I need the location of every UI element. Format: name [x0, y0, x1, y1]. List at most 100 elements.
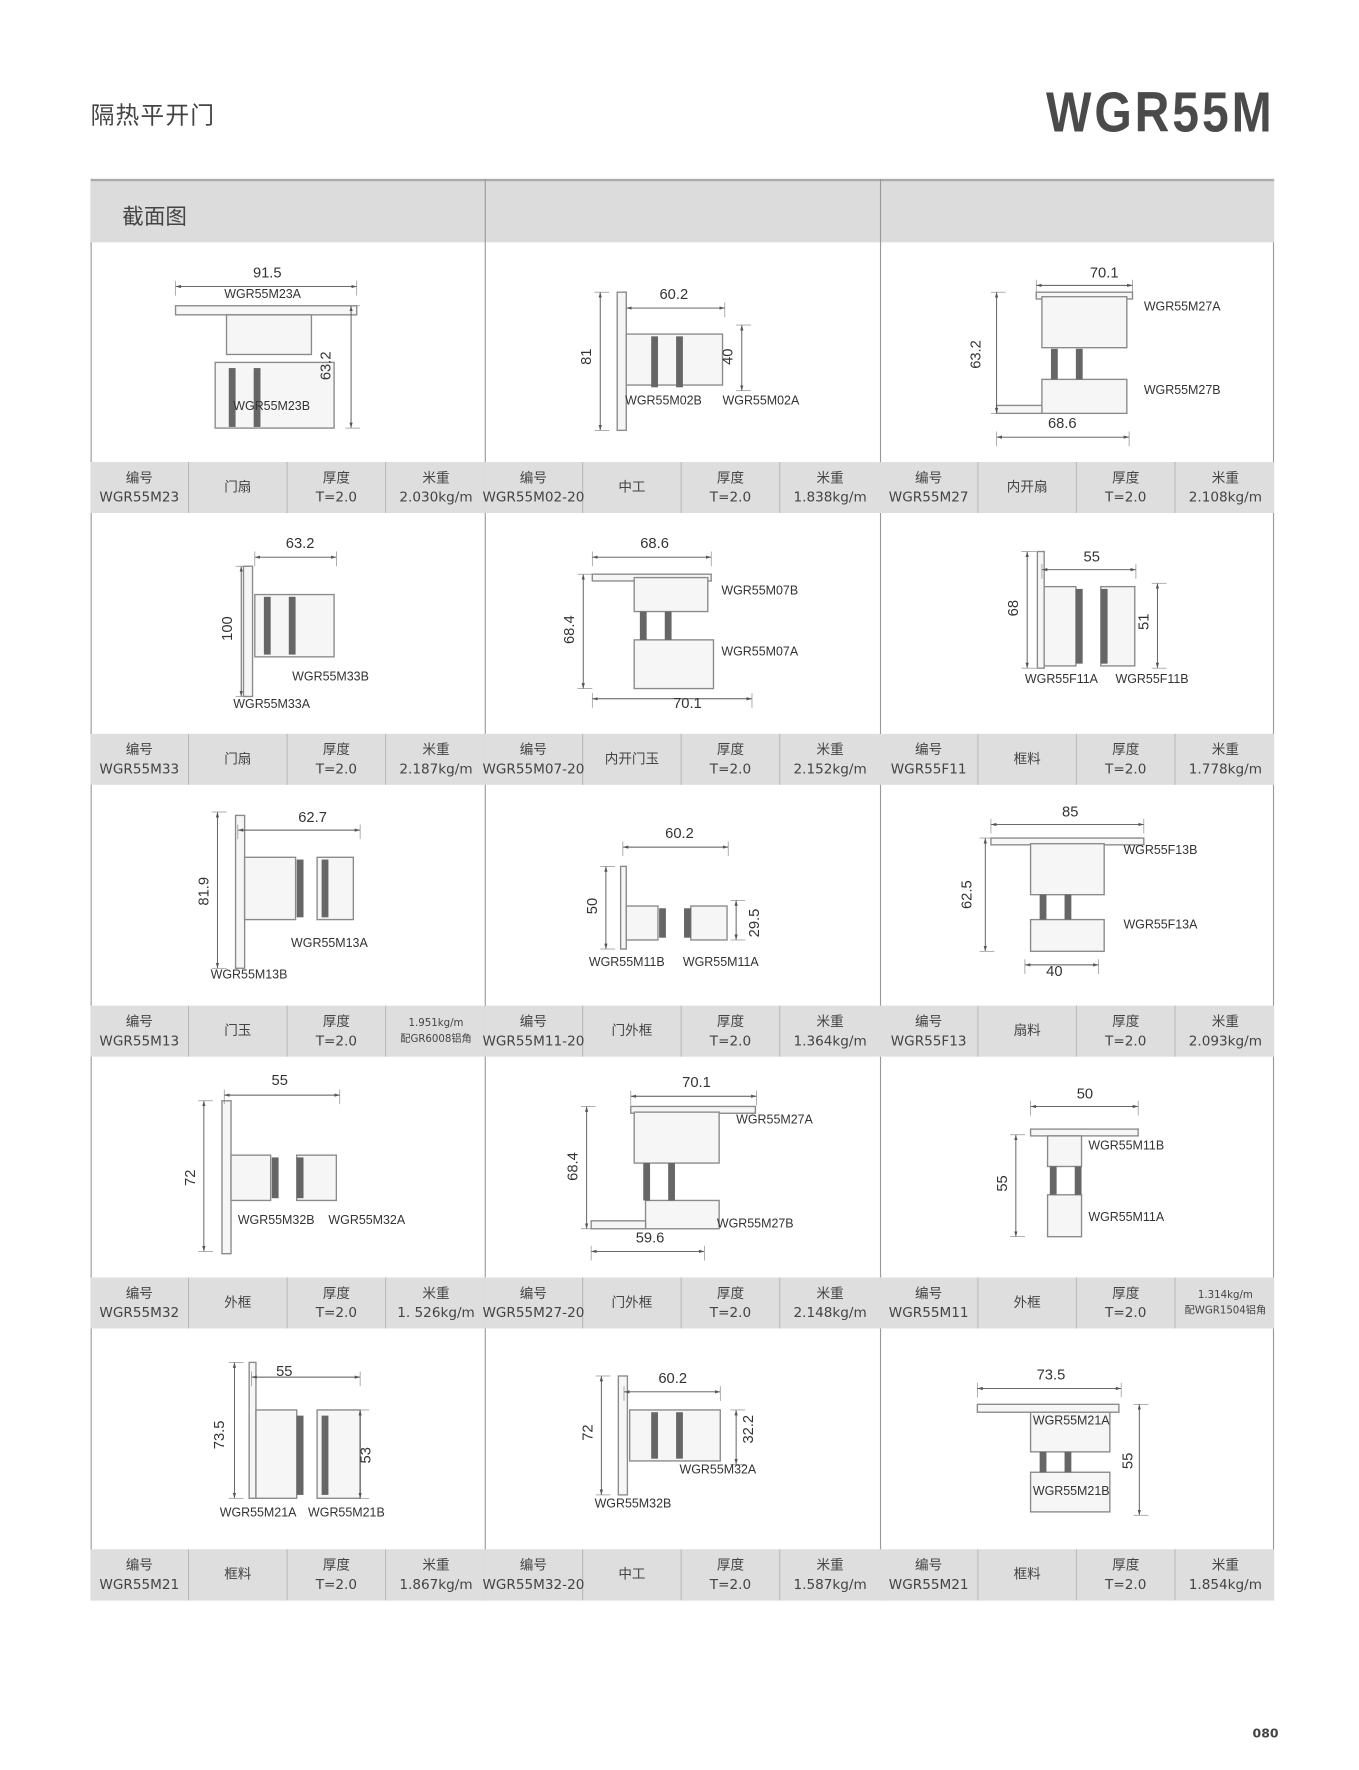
- spec-row: 编号 WGR55M07-20 内开门玉 厚度 T=2.0 米重 2.152kg/m: [482, 733, 880, 785]
- spec-cell: 框料: [189, 1549, 288, 1601]
- spec-weight-label: 米重: [422, 741, 450, 758]
- section-drawing: 60.2 50 29.5 WGR55M11B WGR55M11A: [585, 826, 763, 969]
- spec-cell: 厚度 T=2.0: [288, 1277, 387, 1329]
- spec-cell: 门外框: [583, 1005, 682, 1057]
- spec-cell: 厚度 T=2.0: [1077, 1005, 1176, 1057]
- spec-thickness: T=2.0: [315, 488, 358, 505]
- spec-cell: 编号 WGR55M11-20: [482, 1005, 584, 1057]
- section-drawing: 91.5 63.2 WGR55M23A WGR55M23B: [174, 265, 361, 429]
- thermal-break-strip: [1075, 588, 1083, 664]
- dimension-label: 72: [580, 1424, 596, 1440]
- column-divider: [484, 178, 486, 1601]
- spec-weight: 1.778kg/m: [1188, 760, 1262, 777]
- spec-weight: 2.187kg/m: [399, 760, 473, 777]
- spec-name: 中工: [618, 1566, 646, 1583]
- part-number-label: WGR55M27B: [1144, 383, 1221, 397]
- dimension-label: 55: [995, 1175, 1011, 1191]
- spec-thickness: T=2.0: [315, 1304, 358, 1320]
- thermal-break-strip: [321, 1415, 329, 1495]
- spec-name: 内开门玉: [604, 750, 660, 767]
- spec-row: 编号 WGR55M27 内开扇 厚度 T=2.0 米重 2.108kg/m: [879, 462, 1275, 514]
- spec-thickness-label: 厚度: [322, 1556, 350, 1573]
- spec-name: 外框: [1013, 1294, 1041, 1311]
- spec-row: 编号 WGR55M33 门扇 厚度 T=2.0 米重 2.187kg/m: [90, 733, 486, 785]
- profile-outline: [633, 576, 709, 613]
- spec-thickness-label: 厚度: [322, 741, 350, 758]
- spec-cell: 厚度 T=2.0: [682, 1549, 781, 1601]
- spec-code: WGR55M23: [99, 488, 180, 505]
- spec-code: WGR55F11: [890, 760, 967, 777]
- profile-outline: [1043, 585, 1077, 667]
- part-number-label: WGR55F11B: [1116, 672, 1189, 686]
- profile-outline: [248, 1361, 257, 1499]
- spec-row: 编号 WGR55M32 外框 厚度 T=2.0 米重 1. 526kg/m: [90, 1277, 485, 1329]
- spec-thickness: T=2.0: [1105, 488, 1147, 505]
- dimension-label: 40: [1046, 964, 1062, 980]
- spec-code-label: 编号: [519, 1284, 547, 1301]
- profile-outline: [590, 1220, 647, 1230]
- spec-cell: 厚度 T=2.0: [288, 1005, 387, 1057]
- spec-cell: 米重 2.187kg/m: [386, 734, 486, 785]
- part-number-label: WGR55M33A: [233, 697, 310, 711]
- dimension-label: 60.2: [665, 826, 694, 842]
- spec-code: WGR55M33: [99, 760, 180, 777]
- profile-outline: [617, 1375, 629, 1496]
- spec-thickness-label: 厚度: [1112, 1284, 1140, 1301]
- spec-weight-label: 米重: [816, 1284, 844, 1301]
- part-number-label: WGR55M27A: [1144, 299, 1221, 313]
- dimension-label: 70.1: [673, 696, 702, 712]
- spec-thickness-label: 厚度: [1112, 469, 1140, 486]
- spec-code-label: 编号: [915, 1284, 943, 1301]
- spec-thickness: T=2.0: [709, 488, 752, 505]
- spec-cell: 厚度 T=2.0: [682, 1005, 781, 1057]
- spec-thickness-label: 厚度: [1112, 1013, 1140, 1029]
- dimension-label: 62.5: [960, 880, 976, 909]
- spec-thickness-label: 厚度: [322, 1284, 350, 1301]
- dimension-label: 68.6: [1048, 416, 1077, 432]
- spec-cell: 内开门玉: [583, 733, 682, 785]
- dimension-label: 59.6: [636, 1230, 665, 1246]
- spec-row: 编号 WGR55M13 门玉 厚度 T=2.0 1.951kg/m 配GR6008铝角: [90, 1005, 485, 1057]
- spec-cell: 厚度 T=2.0: [682, 733, 781, 785]
- profile-outline: [1029, 843, 1105, 896]
- thermal-break-strip: [676, 336, 683, 388]
- profile-outline: [625, 333, 724, 386]
- dimension-label: 60.2: [658, 1371, 687, 1387]
- spec-thickness: T=2.0: [1105, 1304, 1147, 1320]
- spec-thickness: T=2.0: [315, 1575, 358, 1592]
- spec-row: 编号 WGR55M11-20 门外框 厚度 T=2.0 米重 1.364kg/m: [482, 1005, 880, 1057]
- section-drawing: 85 62.5 40 WGR55F13B WGR55F13A: [960, 805, 1198, 981]
- profile-outline: [225, 314, 313, 356]
- profile-outline: [1029, 1128, 1139, 1137]
- thermal-break-strip: [228, 368, 236, 427]
- spec-name: 外框: [224, 1294, 252, 1311]
- dimension-label: 68.6: [640, 536, 669, 552]
- part-number-label: WGR55M11B: [589, 955, 665, 969]
- spec-name: 门扇: [224, 479, 252, 495]
- spec-cell: 编号 WGR55F11: [880, 733, 979, 785]
- profile-outline: [1046, 1135, 1083, 1168]
- column-divider: [879, 178, 882, 1601]
- dimension-label: 91.5: [253, 265, 282, 281]
- spec-thickness-label: 厚度: [1112, 1556, 1140, 1573]
- spec-cell: 中工: [583, 462, 682, 514]
- profile-outline: [1029, 1471, 1111, 1513]
- spec-weight-label: 米重: [1211, 741, 1239, 758]
- dimension-label: 81.9: [196, 877, 212, 906]
- spec-thickness-label: 厚度: [716, 1013, 745, 1029]
- spec-weight-label: 米重: [422, 1284, 450, 1301]
- thermal-break-strip: [668, 1163, 675, 1201]
- spec-thickness-label: 厚度: [716, 741, 745, 758]
- spec-row: 编号 WGR55M32-20 中工 厚度 T=2.0 米重 1.587kg/m: [482, 1549, 880, 1601]
- spec-code-label: 编号: [125, 1013, 153, 1029]
- spec-weight: 1.314kg/m: [1197, 1289, 1253, 1301]
- spec-cell: 编号 WGR55M13: [91, 1005, 190, 1057]
- dimension-label: 32.2: [741, 1415, 757, 1444]
- dimension-label: 51: [1136, 614, 1152, 630]
- spec-cell: 编号 WGR55M32: [91, 1277, 190, 1329]
- profile-outline: [174, 305, 358, 316]
- thermal-break-strip: [676, 1412, 683, 1459]
- spec-weight-label: 米重: [816, 1556, 844, 1573]
- spec-cell: 米重 2.148kg/m: [780, 1277, 880, 1328]
